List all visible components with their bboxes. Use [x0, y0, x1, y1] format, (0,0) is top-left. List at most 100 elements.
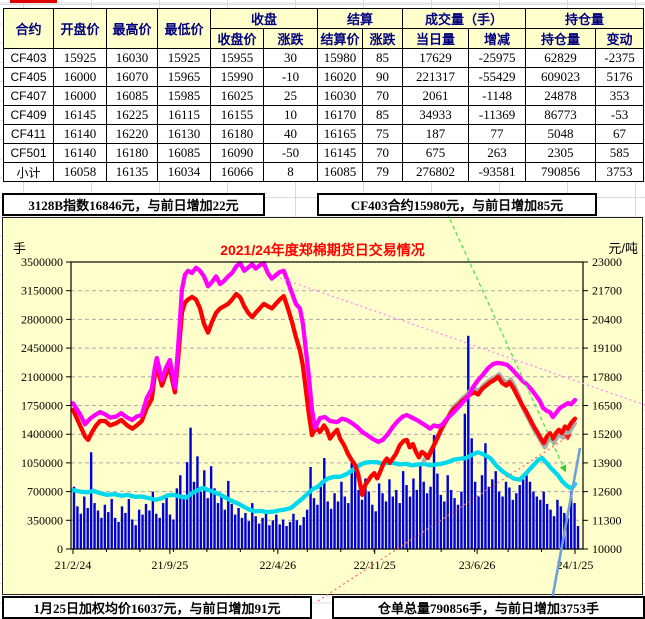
group-header[interactable]: 成交量（手） — [402, 8, 527, 29]
value-cell[interactable]: 15985 — [157, 86, 211, 106]
value-cell[interactable]: 16155 — [210, 105, 264, 125]
column-header[interactable]: 持仓量 — [525, 28, 597, 49]
contract-cell[interactable]: 小计 — [3, 162, 54, 182]
value-cell[interactable]: 16020 — [317, 67, 364, 87]
value-cell[interactable]: 16070 — [106, 67, 158, 87]
column-header[interactable]: 变动 — [595, 28, 645, 49]
value-cell[interactable]: 16145 — [53, 105, 107, 125]
value-cell[interactable]: 16000 — [53, 86, 107, 106]
value-cell[interactable]: 15925 — [53, 48, 107, 68]
value-cell[interactable]: 221317 — [402, 67, 470, 87]
value-cell[interactable]: 34933 — [402, 105, 470, 125]
value-cell[interactable]: 16030 — [106, 48, 158, 68]
value-cell[interactable]: 16170 — [317, 105, 364, 125]
value-cell[interactable]: -93581 — [468, 162, 527, 182]
value-cell[interactable]: 16000 — [53, 67, 107, 87]
value-cell[interactable]: 15955 — [210, 48, 264, 68]
value-cell[interactable]: 585 — [595, 143, 645, 163]
value-cell[interactable]: -25975 — [468, 48, 527, 68]
value-cell[interactable]: 16130 — [157, 124, 211, 144]
value-cell[interactable]: 85 — [362, 48, 404, 68]
contract-cell[interactable]: CF501 — [3, 143, 54, 163]
value-cell[interactable]: 40 — [262, 124, 319, 144]
value-cell[interactable]: 67 — [595, 124, 645, 144]
value-cell[interactable]: 16165 — [317, 124, 364, 144]
value-cell[interactable]: 16066 — [210, 162, 264, 182]
column-header[interactable]: 最低价 — [157, 8, 211, 49]
column-header[interactable]: 开盘价 — [53, 8, 107, 49]
group-header[interactable]: 结算 — [317, 8, 404, 29]
value-cell[interactable]: 15990 — [210, 67, 264, 87]
value-cell[interactable]: 25 — [262, 86, 319, 106]
value-cell[interactable]: -50 — [262, 143, 319, 163]
value-cell[interactable]: 16140 — [53, 143, 107, 163]
value-cell[interactable]: 16058 — [53, 162, 107, 182]
value-cell[interactable]: 77 — [468, 124, 527, 144]
value-cell[interactable]: 16085 — [157, 143, 211, 163]
value-cell[interactable]: 90 — [362, 67, 404, 87]
value-cell[interactable]: 276802 — [402, 162, 470, 182]
column-header[interactable]: 涨跌 — [262, 28, 319, 49]
warehouse-receipt-info-box[interactable]: 仓单总量790856手，与前日增加3753手 — [332, 596, 645, 619]
chart-panel[interactable]: 2021/24年度郑棉期货日交易情况 手 元/吨 — [2, 217, 643, 595]
value-cell[interactable]: 70 — [362, 143, 404, 163]
contract-cell[interactable]: CF411 — [3, 124, 54, 144]
value-cell[interactable]: 15925 — [157, 48, 211, 68]
group-header[interactable]: 持仓量 — [525, 8, 645, 29]
value-cell[interactable]: 16135 — [106, 162, 158, 182]
value-cell[interactable]: -1148 — [468, 86, 527, 106]
column-header[interactable]: 增减 — [468, 28, 527, 49]
value-cell[interactable]: 24878 — [525, 86, 597, 106]
value-cell[interactable]: 86773 — [525, 105, 597, 125]
value-cell[interactable]: 85 — [362, 105, 404, 125]
contract-cell[interactable]: CF403 — [3, 48, 54, 68]
value-cell[interactable]: 16145 — [317, 143, 364, 163]
value-cell[interactable]: 2305 — [525, 143, 597, 163]
value-cell[interactable]: 3753 — [595, 162, 645, 182]
value-cell[interactable]: 353 — [595, 86, 645, 106]
cf403-info-box[interactable]: CF403合约15980元，与前日增加85元 — [317, 193, 597, 216]
value-cell[interactable]: 263 — [468, 143, 527, 163]
column-header[interactable]: 涨跌 — [362, 28, 404, 49]
value-cell[interactable]: -55429 — [468, 67, 527, 87]
value-cell[interactable]: 675 — [402, 143, 470, 163]
value-cell[interactable]: 62829 — [525, 48, 597, 68]
value-cell[interactable]: 15980 — [317, 48, 364, 68]
value-cell[interactable]: 16140 — [53, 124, 107, 144]
value-cell[interactable]: 8 — [262, 162, 319, 182]
value-cell[interactable]: 75 — [362, 124, 404, 144]
value-cell[interactable]: 70 — [362, 86, 404, 106]
value-cell[interactable]: 16085 — [317, 162, 364, 182]
value-cell[interactable]: 16025 — [210, 86, 264, 106]
value-cell[interactable]: -53 — [595, 105, 645, 125]
value-cell[interactable]: -11369 — [468, 105, 527, 125]
value-cell[interactable]: 79 — [362, 162, 404, 182]
value-cell[interactable]: 2061 — [402, 86, 470, 106]
index-info-box[interactable]: 3128B指数16846元，与前日增加22元 — [2, 193, 265, 216]
value-cell[interactable]: 17629 — [402, 48, 470, 68]
column-header[interactable]: 收盘价 — [210, 28, 264, 49]
contract-cell[interactable]: CF409 — [3, 105, 54, 125]
value-cell[interactable]: 30 — [262, 48, 319, 68]
value-cell[interactable]: 16180 — [106, 143, 158, 163]
contract-cell[interactable]: CF405 — [3, 67, 54, 87]
column-header[interactable]: 最高价 — [106, 8, 158, 49]
value-cell[interactable]: 16115 — [157, 105, 211, 125]
value-cell[interactable]: 790856 — [525, 162, 597, 182]
value-cell[interactable]: 16180 — [210, 124, 264, 144]
value-cell[interactable]: 609023 — [525, 67, 597, 87]
contract-cell[interactable]: CF407 — [3, 86, 54, 106]
value-cell[interactable]: 16220 — [106, 124, 158, 144]
value-cell[interactable]: -10 — [262, 67, 319, 87]
value-cell[interactable]: 16225 — [106, 105, 158, 125]
value-cell[interactable]: 16030 — [317, 86, 364, 106]
value-cell[interactable]: 16034 — [157, 162, 211, 182]
futures-table[interactable]: 合约 开盘价 最高价 最低价 收盘 结算 成交量（手） 持仓量 收盘价 涨跌 结算价 涨跌 当日量 增减持… — [3, 8, 645, 182]
value-cell[interactable]: 15965 — [157, 67, 211, 87]
value-cell[interactable]: 10 — [262, 105, 319, 125]
group-header[interactable]: 收盘 — [209, 8, 319, 29]
value-cell[interactable]: 16090 — [210, 143, 264, 163]
value-cell[interactable]: -2375 — [595, 48, 645, 68]
weighted-avg-info-box[interactable]: 1月25日加权均价16037元，与前日增加91元 — [2, 596, 312, 619]
value-cell[interactable]: 187 — [402, 124, 470, 144]
